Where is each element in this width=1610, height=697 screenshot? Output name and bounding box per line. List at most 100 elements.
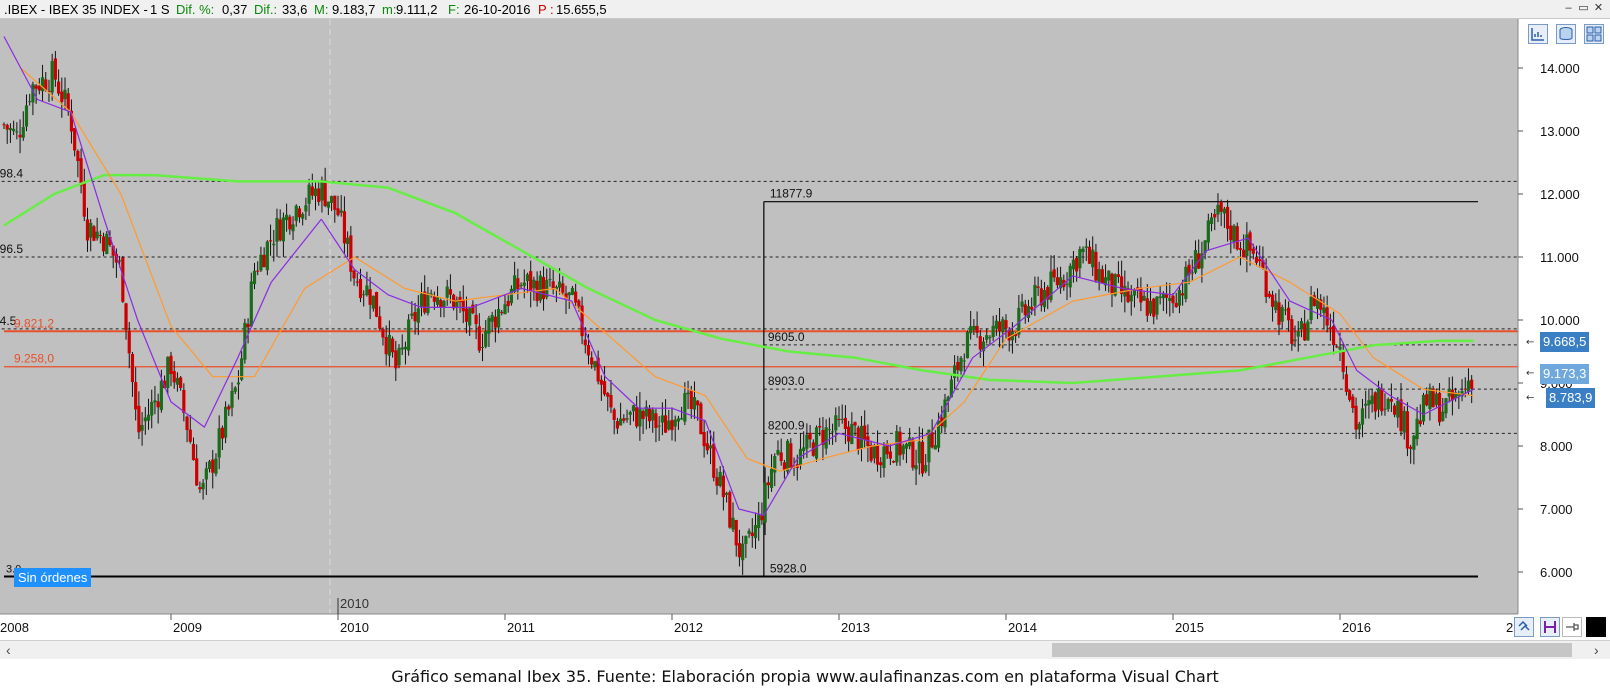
- candle-down: [837, 418, 841, 420]
- x-tick-label: 2009: [173, 620, 202, 635]
- candle-down: [323, 180, 327, 207]
- candle-down: [879, 462, 883, 466]
- candle-down: [1380, 388, 1384, 412]
- candle-down: [1229, 225, 1233, 241]
- zoom-icon[interactable]: [1514, 617, 1534, 637]
- candle-down: [1258, 259, 1262, 262]
- candle-down: [696, 400, 700, 406]
- layout-icon[interactable]: [1584, 24, 1604, 44]
- candle-up: [532, 279, 536, 289]
- candle-down: [1335, 346, 1339, 348]
- candle-down: [1014, 333, 1018, 337]
- candle-down: [477, 326, 481, 351]
- candle-down: [310, 186, 314, 196]
- candle-down: [384, 336, 388, 355]
- candle-down: [1213, 213, 1217, 218]
- candle-down: [76, 150, 80, 162]
- candle-down: [622, 418, 626, 421]
- candle-up: [557, 281, 562, 288]
- scroll-right-icon[interactable]: ›: [1594, 642, 1599, 658]
- candle-down: [1348, 390, 1352, 400]
- candle-down: [500, 311, 504, 313]
- database-icon[interactable]: [1556, 24, 1576, 44]
- x-tick-label: 2: [1506, 620, 1513, 635]
- candle-down: [551, 281, 555, 290]
- candle-down: [82, 183, 86, 217]
- candle-up: [291, 224, 295, 232]
- minimize-icon[interactable]: –: [1565, 2, 1572, 14]
- candle-up: [400, 347, 404, 350]
- candle-down: [172, 370, 176, 383]
- candle-up: [496, 309, 501, 328]
- candle-up: [1232, 225, 1236, 243]
- candle-up: [95, 231, 99, 239]
- candle-down: [1120, 276, 1124, 294]
- candle-down: [843, 417, 848, 429]
- scroll-thumb[interactable]: [1052, 643, 1572, 657]
- candle-down: [297, 208, 302, 218]
- candle-down: [647, 408, 652, 422]
- candle-up: [1466, 380, 1471, 392]
- candle-down: [641, 410, 645, 419]
- price-tag-ma-slow: 9.668,5: [1540, 332, 1590, 352]
- candle-up: [1309, 296, 1313, 321]
- candle-down: [1187, 264, 1191, 275]
- candle-down: [182, 389, 186, 414]
- scroll-left-icon[interactable]: ‹: [6, 642, 11, 658]
- max-label: M:: [314, 2, 329, 17]
- level-label: 8903.0: [768, 374, 805, 388]
- candle-down: [1007, 329, 1011, 341]
- candle-down: [18, 134, 22, 138]
- candle-up: [1274, 300, 1278, 310]
- period-selector-icon[interactable]: [1540, 617, 1560, 637]
- candle-down: [342, 211, 347, 244]
- candle-up: [1245, 234, 1249, 257]
- candle-up: [429, 293, 433, 295]
- period-label: 1 S: [150, 2, 170, 17]
- y-tick-label: 8.000: [1540, 439, 1573, 454]
- p-value: 15.655,5: [556, 2, 607, 17]
- chart-title-bar: .IBEX - IBEX 35 INDEX - 1 S Dif. %: 0,37…: [0, 0, 1610, 19]
- candle-down: [288, 216, 292, 230]
- candle-down: [179, 377, 183, 389]
- color-swatch-icon[interactable]: [1586, 617, 1606, 637]
- price-tag-arrow-icon: ←: [1526, 368, 1534, 379]
- candle-up: [924, 464, 928, 472]
- maximize-icon[interactable]: ▭: [1578, 2, 1589, 14]
- candle-down: [541, 277, 546, 300]
- candle-up: [236, 382, 241, 385]
- horizontal-scrollbar[interactable]: ‹ ›: [0, 640, 1610, 659]
- candle-down: [1331, 325, 1336, 346]
- level-label: 9605.0: [768, 330, 805, 344]
- close-icon[interactable]: ✕: [1593, 2, 1604, 14]
- cursor-year-label: 2010: [340, 596, 369, 611]
- candle-down: [911, 439, 915, 468]
- candle-up: [570, 287, 575, 295]
- x-tick-label: 2015: [1175, 620, 1204, 635]
- candle-up: [503, 304, 507, 315]
- ibex-weekly-chart[interactable]: 98.4 96.5 4.5 9605.0 8903.0 8200.9 9.821,2 9.25…: [0, 0, 1610, 640]
- candle-down: [1075, 257, 1079, 272]
- chart-settings-icon[interactable]: [1528, 24, 1548, 44]
- candle-up: [965, 332, 970, 359]
- candle-down: [1354, 405, 1358, 430]
- price-tag-arrow-icon: ←: [1526, 393, 1534, 404]
- candle-up: [426, 293, 430, 314]
- candle-up: [346, 237, 350, 245]
- candle-up: [118, 260, 122, 262]
- candle-up: [159, 380, 163, 410]
- candle-down: [1328, 327, 1332, 330]
- candle-down: [663, 415, 668, 433]
- candle-down: [978, 336, 982, 350]
- candle-down: [1399, 399, 1403, 432]
- candle-down: [712, 443, 716, 478]
- candle-down: [920, 441, 925, 474]
- candle-up: [275, 217, 279, 242]
- candle-down: [1004, 320, 1008, 329]
- candle-down: [1470, 379, 1474, 389]
- candle-up: [28, 101, 32, 103]
- pin-icon[interactable]: [1562, 617, 1582, 637]
- candle-up: [593, 361, 597, 368]
- candle-down: [358, 278, 363, 299]
- candle-up: [525, 274, 530, 282]
